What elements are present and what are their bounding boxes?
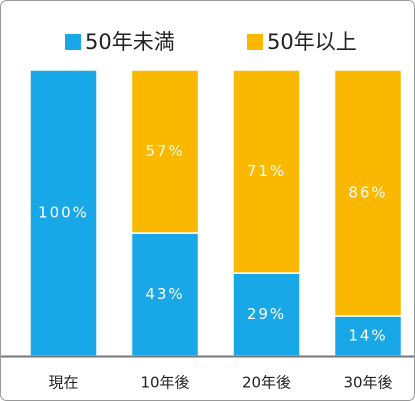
legend-label: 50年以上 [267, 30, 357, 54]
value-label: 43% [145, 285, 184, 303]
x-tick-label: 現在 [48, 374, 78, 392]
bar-segment [333, 315, 403, 357]
value-label: 86% [348, 183, 387, 201]
legend-label: 50年未満 [85, 30, 175, 54]
bar-segment [130, 232, 200, 357]
legend-swatch [247, 34, 263, 50]
bar-segment [333, 69, 403, 317]
bar-segment [130, 69, 200, 234]
bar-segment [232, 272, 301, 357]
value-label: 71% [247, 162, 286, 180]
x-tick-label: 20年後 [242, 374, 291, 392]
legend-swatch [65, 34, 81, 50]
x-tick-label: 30年後 [343, 374, 392, 392]
value-label: 29% [247, 305, 286, 323]
bar-segment [232, 69, 301, 274]
x-tick-label: 10年後 [140, 374, 189, 392]
value-label: 14% [348, 326, 387, 344]
value-label: 100% [38, 204, 89, 222]
value-label: 57% [145, 142, 184, 160]
